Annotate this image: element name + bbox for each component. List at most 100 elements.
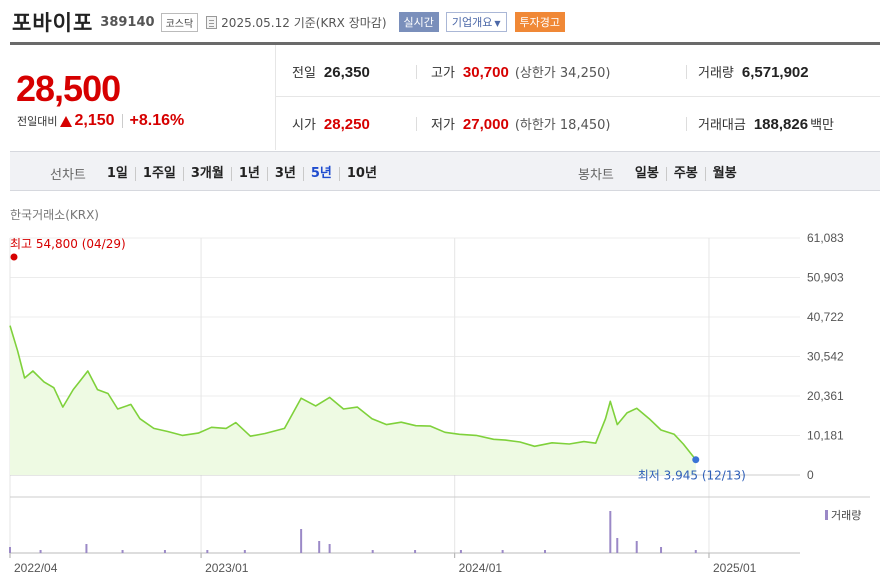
y-tick-label: 50,903 — [807, 270, 844, 284]
volume-bar — [85, 544, 88, 553]
volume-bar — [318, 541, 321, 553]
volume-bar — [39, 550, 42, 553]
high-value: 30,700 — [462, 64, 509, 81]
y-tick-label: 30,542 — [807, 349, 844, 363]
upper-limit: (상한가 34,250) — [514, 66, 611, 81]
y-tick-label: 40,722 — [807, 310, 844, 324]
tab-daily[interactable]: 일봉 — [628, 166, 667, 181]
volume-stat: 거래량 6,571,902 — [698, 62, 809, 81]
y-tick-label: 0 — [807, 468, 814, 482]
current-price: 28,500 — [16, 68, 121, 109]
divider — [121, 114, 123, 128]
tab-1d[interactable]: 1일 — [100, 166, 136, 181]
open-value: 28,250 — [323, 116, 370, 133]
divider — [686, 65, 687, 79]
tab-10y[interactable]: 10년 — [346, 165, 377, 181]
y-tick-label: 20,361 — [807, 389, 844, 403]
prev-close-label: 전일 — [292, 66, 316, 81]
quote-date: 2025.05.12 기준(KRX 장마감) — [221, 15, 387, 30]
market-badge: 코스닥 — [160, 12, 199, 32]
x-tick-label: 2024/01 — [459, 561, 503, 575]
trade-amount-stat: 거래대금 188,826 백만 — [698, 114, 834, 133]
volume-bar — [660, 547, 663, 553]
volume-bar — [163, 550, 166, 553]
trade-amount-label: 거래대금 — [698, 118, 746, 133]
volume-bar — [371, 550, 374, 553]
divider — [686, 117, 687, 131]
realtime-button[interactable]: 실시간 — [398, 12, 439, 32]
low-stat: 저가 27,000 (하한가 18,450) — [431, 114, 610, 133]
high-stat: 고가 30,700 (상한가 34,250) — [431, 62, 610, 81]
divider — [416, 65, 417, 79]
price-line — [9, 325, 697, 461]
volume-bar — [414, 550, 417, 553]
volume-bar — [206, 550, 209, 553]
y-tick-label: 61,083 — [807, 231, 844, 245]
tab-1y[interactable]: 1년 — [232, 166, 268, 181]
volume-bar — [501, 550, 504, 553]
change-row: 전일대비 2,150 +8.16% — [17, 112, 184, 130]
y-tick-label: 10,181 — [807, 428, 844, 442]
company-overview-button[interactable]: 기업개요 ▼ — [445, 12, 507, 32]
candle-chart-title: 봉차트 — [578, 168, 614, 183]
stat-row-bottom: 시가 28,250 저가 27,000 (하한가 18,450) 거래대금 18… — [276, 97, 880, 149]
tab-1w[interactable]: 1주일 — [136, 166, 184, 181]
candle-chart-tabs: 봉차트 일봉 주봉 월봉 — [578, 164, 744, 183]
investment-warning-badge[interactable]: 투자경고 — [514, 12, 565, 32]
prev-close-value: 26,350 — [323, 64, 370, 81]
x-tick-label: 2022/04 — [14, 561, 58, 575]
volume-value: 6,571,902 — [741, 64, 809, 81]
tab-weekly[interactable]: 주봉 — [667, 166, 706, 181]
tab-3m[interactable]: 3개월 — [184, 166, 232, 181]
chart-tab-bar: 선차트 1일 1주일 3개월 1년 3년 5년 10년 봉차트 일봉 주봉 월봉 — [10, 151, 880, 191]
high-label: 고가 — [431, 66, 455, 81]
change-label: 전일대비 — [17, 115, 58, 128]
min-label: 최저 3,945 (12/13) — [638, 469, 746, 483]
low-label: 저가 — [431, 118, 455, 133]
quote-summary: 28,500 전일대비 2,150 +8.16% 전일 26,350 고가 30… — [10, 42, 880, 150]
volume-bar — [635, 541, 638, 553]
volume-bar — [544, 550, 547, 553]
change-percent: +8.16% — [129, 112, 185, 129]
x-tick-label: 2025/01 — [713, 561, 757, 575]
x-tick-label: 2023/01 — [205, 561, 249, 575]
tab-5y[interactable]: 5년 — [304, 166, 340, 181]
volume-bar — [328, 544, 331, 553]
min-point-marker — [692, 456, 700, 464]
stat-row-top: 전일 26,350 고가 30,700 (상한가 34,250) 거래량 6,5… — [276, 45, 880, 97]
line-chart-title: 선차트 — [50, 168, 86, 183]
stock-name: 포바이포 — [12, 11, 94, 35]
company-overview-label: 기업개요 — [451, 16, 493, 29]
volume-bar — [694, 550, 697, 553]
price-area — [10, 325, 696, 475]
tab-monthly[interactable]: 월봉 — [712, 165, 737, 181]
price-box: 28,500 전일대비 2,150 +8.16% — [10, 45, 276, 150]
caret-down-icon: ▼ — [494, 19, 501, 28]
volume-legend-label: 거래량 — [831, 509, 861, 522]
volume-bar — [9, 547, 11, 553]
open-label: 시가 — [292, 118, 316, 133]
up-arrow-icon — [60, 115, 73, 127]
line-chart-tabs: 선차트 1일 1주일 3개월 1년 3년 5년 10년 — [50, 164, 384, 183]
trade-amount-unit: 백만 — [810, 118, 834, 133]
lower-limit: (하한가 18,450) — [514, 118, 611, 133]
max-label: 최고 54,800 (04/29) — [10, 237, 126, 251]
prev-close-stat: 전일 26,350 — [292, 62, 370, 81]
volume-bar — [609, 511, 612, 553]
document-icon — [206, 15, 218, 29]
volume-bar — [459, 550, 462, 553]
max-point-marker — [10, 253, 18, 261]
chart-source: 한국거래소(KRX) — [10, 208, 99, 222]
volume-label: 거래량 — [698, 66, 734, 81]
volume-legend-swatch — [825, 510, 828, 520]
volume-bar — [121, 550, 124, 553]
stock-header: 포바이포 389140 코스닥 2025.05.12 기준(KRX 장마감) 실… — [12, 8, 565, 36]
low-value: 27,000 — [462, 116, 509, 133]
divider — [416, 117, 417, 131]
volume-bar — [243, 550, 246, 553]
volume-bar — [300, 529, 303, 553]
trade-amount-value: 188,826 — [753, 116, 809, 133]
tab-3y[interactable]: 3년 — [268, 166, 304, 181]
open-stat: 시가 28,250 — [292, 114, 370, 133]
